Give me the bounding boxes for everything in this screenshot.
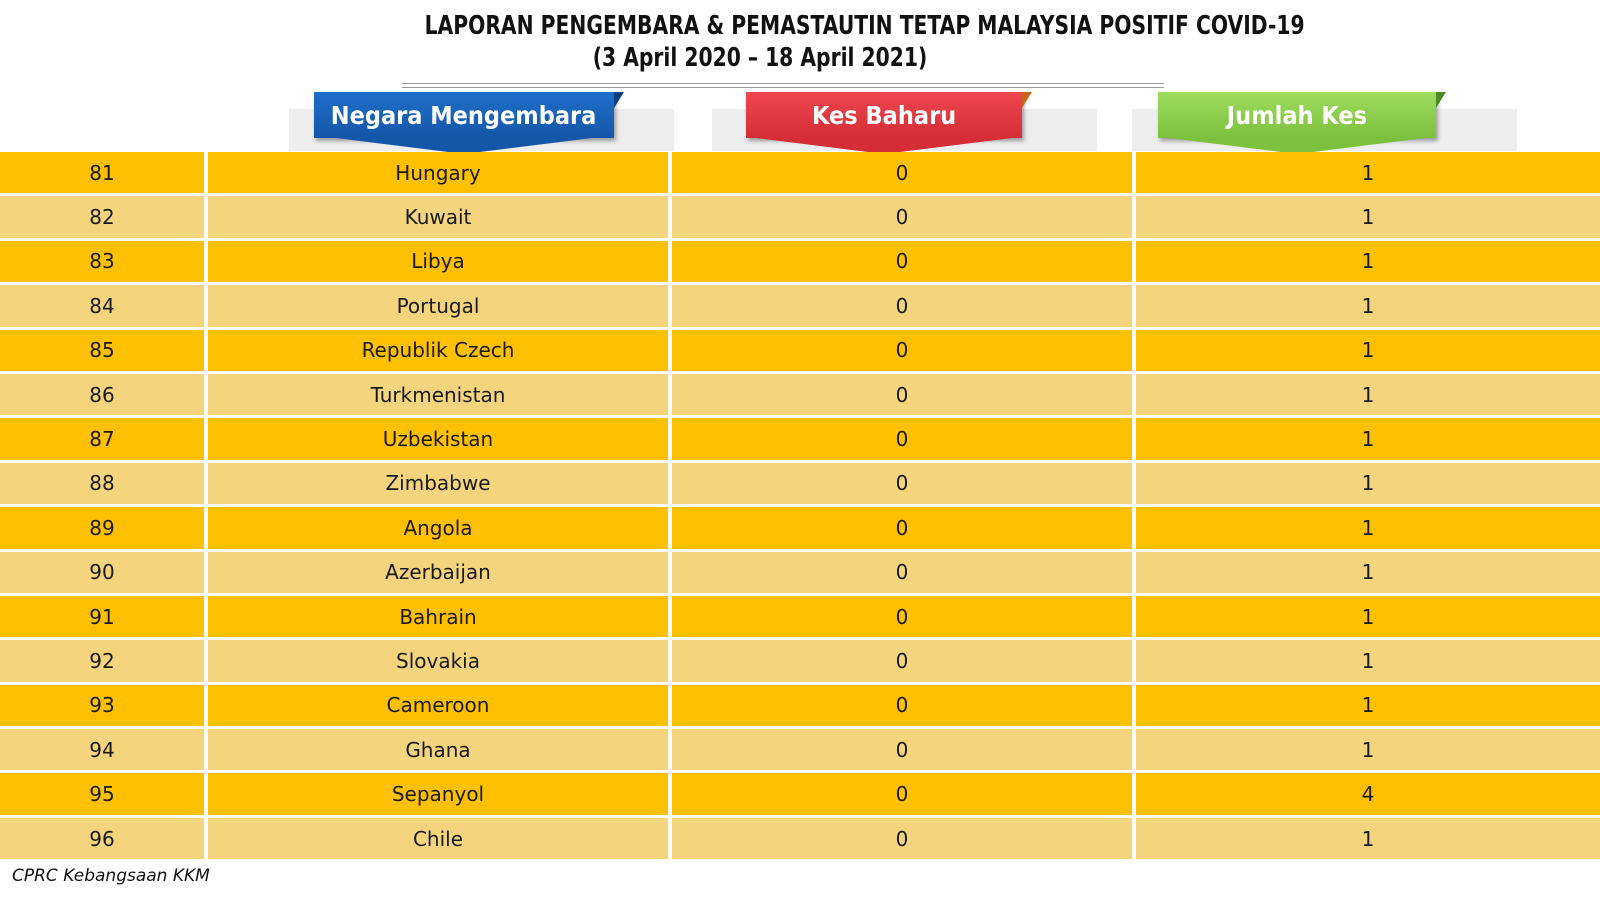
row-new-cases: 0 [672, 418, 1136, 463]
row-country: Ghana [208, 729, 672, 774]
row-total-cases: 1 [1136, 329, 1600, 374]
header-total-cases-arrow [1169, 138, 1425, 154]
row-new-cases: 0 [672, 285, 1136, 330]
header-country-label: Negara Mengembara [331, 100, 597, 130]
row-country: Kuwait [208, 196, 672, 241]
row-number: 92 [0, 640, 208, 685]
header-country: Negara Mengembara [314, 92, 614, 138]
row-total-cases: 1 [1136, 507, 1600, 552]
row-total-cases: 1 [1136, 640, 1600, 685]
title-line-1: LAPORAN PENGEMBARA & PEMASTAUTIN TETAP M… [424, 11, 1305, 41]
row-country: Turkmenistan [208, 373, 672, 419]
row-number: 91 [0, 595, 208, 641]
report-title: LAPORAN PENGEMBARA & PEMASTAUTIN TETAP M… [330, 10, 1305, 74]
row-new-cases: 0 [672, 196, 1136, 241]
row-country: Chile [208, 817, 672, 863]
row-new-cases: 0 [672, 152, 1136, 197]
header-new-cases-arrow [756, 138, 1012, 154]
row-new-cases: 0 [672, 373, 1136, 419]
row-total-cases: 1 [1136, 462, 1600, 508]
row-number: 83 [0, 240, 208, 286]
row-total-cases: 1 [1136, 373, 1600, 419]
row-total-cases: 1 [1136, 817, 1600, 863]
row-number: 85 [0, 329, 208, 374]
row-country: Slovakia [208, 640, 672, 685]
row-new-cases: 0 [672, 684, 1136, 730]
row-new-cases: 0 [672, 462, 1136, 508]
table-row: 86 Turkmenistan 0 1 [0, 373, 1600, 419]
table-row: 89 Angola 0 1 [0, 507, 1600, 552]
header-country-arrow [336, 138, 592, 154]
table-row: 95 Sepanyol 0 4 [0, 773, 1600, 818]
row-number: 81 [0, 152, 208, 197]
header-country-fold [614, 92, 624, 108]
row-total-cases: 1 [1136, 240, 1600, 286]
table-row: 92 Slovakia 0 1 [0, 640, 1600, 685]
source-credit: CPRC Kebangsaan KKM [12, 866, 210, 886]
row-country: Zimbabwe [208, 462, 672, 508]
row-total-cases: 1 [1136, 551, 1600, 596]
title-divider [402, 83, 1164, 88]
row-number: 94 [0, 729, 208, 774]
row-country: Cameroon [208, 684, 672, 730]
table-row: 82 Kuwait 0 1 [0, 196, 1600, 241]
row-number: 84 [0, 285, 208, 330]
row-number: 96 [0, 817, 208, 863]
row-new-cases: 0 [672, 240, 1136, 286]
table-row: 83 Libya 0 1 [0, 240, 1600, 286]
row-new-cases: 0 [672, 773, 1136, 818]
row-new-cases: 0 [672, 329, 1136, 374]
row-total-cases: 1 [1136, 285, 1600, 330]
row-country: Sepanyol [208, 773, 672, 818]
row-total-cases: 1 [1136, 196, 1600, 241]
row-new-cases: 0 [672, 595, 1136, 641]
row-number: 88 [0, 462, 208, 508]
row-country: Republik Czech [208, 329, 672, 374]
row-country: Portugal [208, 285, 672, 330]
title-line-2: (3 April 2020 – 18 April 2021) [592, 43, 928, 73]
row-total-cases: 1 [1136, 418, 1600, 463]
header-total-cases: Jumlah Kes [1158, 92, 1436, 138]
row-number: 90 [0, 551, 208, 596]
row-number: 86 [0, 373, 208, 419]
row-country: Uzbekistan [208, 418, 672, 463]
row-country: Hungary [208, 152, 672, 197]
header-total-cases-fold [1436, 92, 1446, 108]
table-row: 81 Hungary 0 1 [0, 152, 1600, 197]
table-row: 84 Portugal 0 1 [0, 285, 1600, 330]
table-row: 85 Republik Czech 0 1 [0, 329, 1600, 374]
row-total-cases: 1 [1136, 595, 1600, 641]
row-number: 93 [0, 684, 208, 730]
row-country: Azerbaijan [208, 551, 672, 596]
table-row: 91 Bahrain 0 1 [0, 595, 1600, 641]
row-number: 87 [0, 418, 208, 463]
row-total-cases: 1 [1136, 729, 1600, 774]
row-new-cases: 0 [672, 507, 1136, 552]
table-row: 90 Azerbaijan 0 1 [0, 551, 1600, 596]
row-total-cases: 1 [1136, 684, 1600, 730]
row-country: Bahrain [208, 595, 672, 641]
row-number: 82 [0, 196, 208, 241]
table-row: 96 Chile 0 1 [0, 817, 1600, 863]
row-new-cases: 0 [672, 640, 1136, 685]
header-new-cases-label: Kes Baharu [811, 100, 957, 130]
table-row: 93 Cameroon 0 1 [0, 684, 1600, 730]
table-row: 87 Uzbekistan 0 1 [0, 418, 1600, 463]
row-country: Libya [208, 240, 672, 286]
table-row: 88 Zimbabwe 0 1 [0, 462, 1600, 508]
table-row: 94 Ghana 0 1 [0, 729, 1600, 774]
row-new-cases: 0 [672, 729, 1136, 774]
row-new-cases: 0 [672, 551, 1136, 596]
row-new-cases: 0 [672, 817, 1136, 863]
header-new-cases-fold [1022, 92, 1032, 108]
row-number: 95 [0, 773, 208, 818]
cases-table: 81 Hungary 0 1 82 Kuwait 0 1 83 Libya 0 1 84 Portugal… [0, 152, 1600, 863]
row-country: Angola [208, 507, 672, 552]
header-new-cases: Kes Baharu [746, 92, 1022, 138]
row-total-cases: 1 [1136, 152, 1600, 197]
row-total-cases: 4 [1136, 773, 1600, 818]
header-total-cases-label: Jumlah Kes [1226, 100, 1368, 130]
row-number: 89 [0, 507, 208, 552]
